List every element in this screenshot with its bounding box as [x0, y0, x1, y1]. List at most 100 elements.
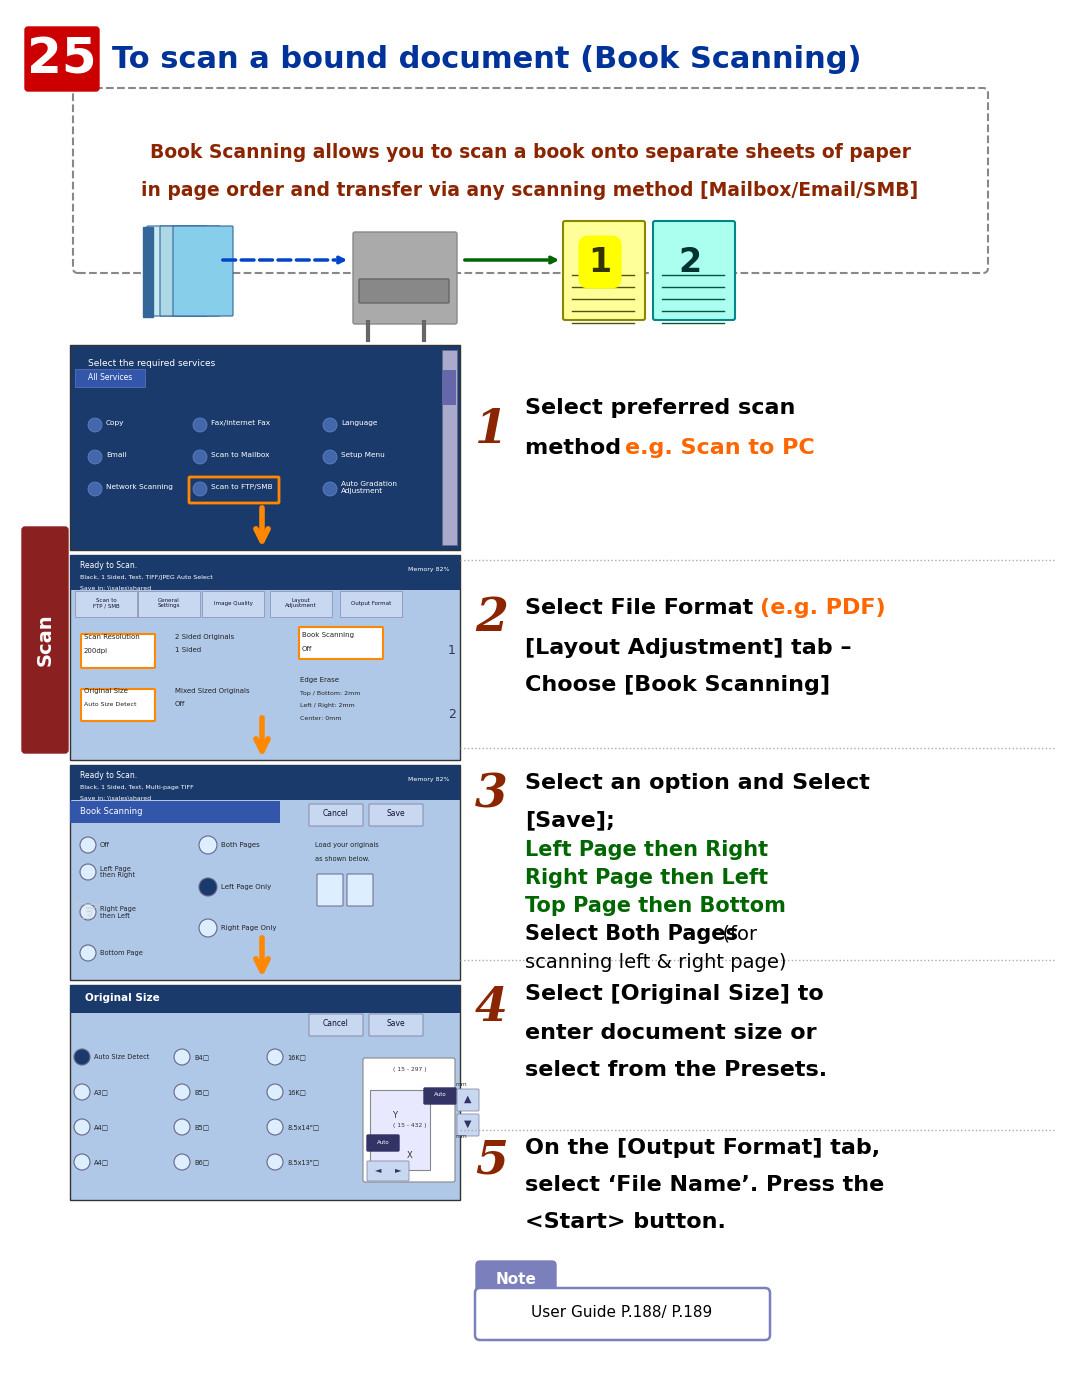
Circle shape	[174, 1119, 190, 1134]
FancyBboxPatch shape	[299, 627, 383, 659]
Circle shape	[87, 418, 102, 432]
Text: Save: Save	[387, 1020, 405, 1028]
Text: A4□: A4□	[94, 1125, 109, 1130]
Text: 1: 1	[589, 246, 611, 278]
FancyBboxPatch shape	[367, 1134, 399, 1151]
Text: Save in: \\sales\shared: Save in: \\sales\shared	[80, 585, 151, 591]
Text: B4□: B4□	[194, 1053, 210, 1060]
FancyBboxPatch shape	[81, 689, 156, 721]
Text: Select the required services: Select the required services	[87, 359, 215, 367]
Text: Image Quality: Image Quality	[214, 601, 253, 605]
Text: On the [Output Format] tab,: On the [Output Format] tab,	[525, 1139, 880, 1158]
Circle shape	[80, 904, 96, 921]
Text: [Save];: [Save];	[525, 810, 615, 830]
Circle shape	[174, 1084, 190, 1099]
FancyBboxPatch shape	[202, 591, 264, 617]
Text: 2 Sided Originals: 2 Sided Originals	[175, 634, 234, 640]
FancyBboxPatch shape	[309, 805, 363, 826]
FancyBboxPatch shape	[143, 226, 153, 317]
Text: Cancel: Cancel	[323, 809, 349, 819]
FancyBboxPatch shape	[563, 221, 645, 320]
Circle shape	[199, 877, 217, 895]
Circle shape	[87, 450, 102, 464]
Text: 2: 2	[475, 595, 508, 641]
Circle shape	[193, 418, 207, 432]
Circle shape	[193, 450, 207, 464]
FancyBboxPatch shape	[70, 800, 280, 823]
Text: ☞: ☞	[72, 897, 102, 929]
FancyBboxPatch shape	[363, 1058, 455, 1182]
Text: Cancel: Cancel	[323, 1020, 349, 1028]
FancyBboxPatch shape	[475, 1288, 770, 1340]
Text: Choose [Book Scanning]: Choose [Book Scanning]	[525, 675, 831, 694]
Text: Center: 0mm: Center: 0mm	[300, 717, 341, 721]
Text: Bottom Page: Bottom Page	[100, 950, 143, 956]
Circle shape	[80, 863, 96, 880]
Text: enter document size or: enter document size or	[525, 1023, 816, 1044]
Circle shape	[199, 919, 217, 937]
FancyBboxPatch shape	[424, 1088, 456, 1104]
FancyBboxPatch shape	[70, 985, 460, 1200]
Text: Copy: Copy	[106, 420, 124, 426]
Text: User Guide P.188/ P.189: User Guide P.188/ P.189	[531, 1306, 713, 1320]
Circle shape	[323, 418, 337, 432]
Text: Auto Size Detect: Auto Size Detect	[94, 1053, 149, 1060]
Text: 8.5x13"□: 8.5x13"□	[287, 1160, 319, 1165]
Text: Y: Y	[392, 1111, 397, 1119]
Text: Top Page then Bottom: Top Page then Bottom	[525, 895, 786, 916]
Text: B5□: B5□	[194, 1090, 210, 1095]
Circle shape	[174, 1154, 190, 1171]
FancyBboxPatch shape	[70, 985, 460, 1013]
Text: Note: Note	[496, 1271, 537, 1287]
Text: Book Scanning allows you to scan a book onto separate sheets of paper: Book Scanning allows you to scan a book …	[149, 142, 910, 162]
Text: e.g. Scan to PC: e.g. Scan to PC	[625, 439, 814, 458]
Text: Layout
Adjustment: Layout Adjustment	[285, 598, 316, 609]
FancyBboxPatch shape	[318, 875, 343, 907]
Text: Ready to Scan.: Ready to Scan.	[80, 771, 137, 780]
FancyBboxPatch shape	[457, 1113, 480, 1136]
Text: 2: 2	[678, 246, 702, 278]
Text: in page order and transfer via any scanning method [Mailbox/Email/SMB]: in page order and transfer via any scann…	[141, 180, 919, 200]
Text: Top / Bottom: 2mm: Top / Bottom: 2mm	[300, 690, 361, 696]
Text: General
Settings: General Settings	[158, 598, 180, 609]
Text: X: X	[407, 1151, 413, 1160]
FancyBboxPatch shape	[653, 221, 735, 320]
FancyBboxPatch shape	[70, 766, 460, 981]
Circle shape	[323, 450, 337, 464]
Text: Scan to
FTP / SMB: Scan to FTP / SMB	[93, 598, 119, 609]
FancyBboxPatch shape	[70, 555, 460, 590]
FancyBboxPatch shape	[309, 1014, 363, 1037]
Text: Auto Size Detect: Auto Size Detect	[84, 703, 136, 707]
Text: Book Scanning: Book Scanning	[302, 631, 354, 638]
Text: Off: Off	[100, 842, 110, 848]
Text: mm: mm	[455, 1134, 467, 1140]
FancyBboxPatch shape	[442, 351, 457, 545]
FancyBboxPatch shape	[353, 232, 457, 324]
Circle shape	[75, 1119, 90, 1134]
Text: A3□: A3□	[94, 1090, 109, 1095]
Text: Left Page
then Right: Left Page then Right	[100, 866, 135, 879]
Text: Load your originals: Load your originals	[315, 842, 379, 848]
FancyBboxPatch shape	[347, 875, 373, 907]
Text: B5□: B5□	[194, 1125, 210, 1130]
Text: Off: Off	[175, 701, 186, 707]
Text: Select an option and Select: Select an option and Select	[525, 773, 869, 793]
Text: Black, 1 Sided, Text, Multi-page TIFF: Black, 1 Sided, Text, Multi-page TIFF	[80, 785, 193, 789]
Text: Scan to Mailbox: Scan to Mailbox	[211, 453, 270, 458]
Text: mm: mm	[455, 1083, 467, 1087]
FancyBboxPatch shape	[138, 591, 200, 617]
Text: ◄: ◄	[375, 1165, 381, 1175]
Text: select ‘File Name’. Press the: select ‘File Name’. Press the	[525, 1175, 885, 1194]
Text: Auto: Auto	[434, 1092, 446, 1098]
Text: A4□: A4□	[94, 1160, 109, 1165]
Circle shape	[193, 482, 207, 496]
Text: Scan to FTP/SMB: Scan to FTP/SMB	[211, 483, 272, 490]
Text: All Services: All Services	[87, 373, 132, 381]
Text: Network Scanning: Network Scanning	[106, 483, 173, 490]
Text: Select [Original Size] to: Select [Original Size] to	[525, 983, 824, 1004]
FancyBboxPatch shape	[340, 591, 402, 617]
Text: Memory 82%: Memory 82%	[408, 567, 450, 573]
FancyBboxPatch shape	[359, 279, 449, 303]
Text: B6□: B6□	[194, 1160, 210, 1165]
FancyBboxPatch shape	[22, 527, 68, 753]
